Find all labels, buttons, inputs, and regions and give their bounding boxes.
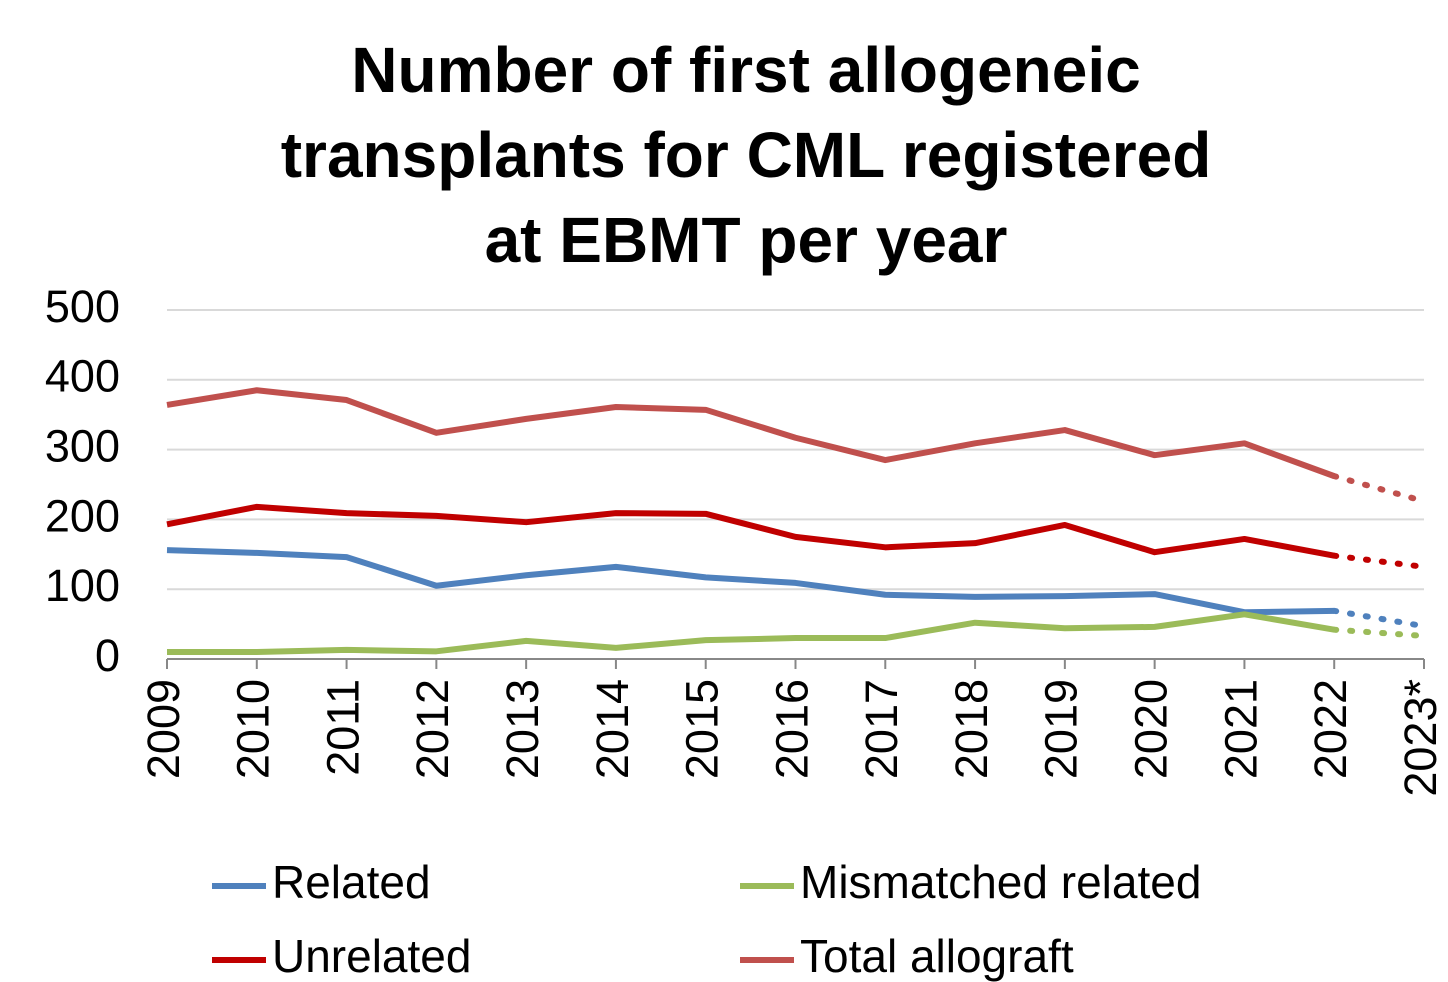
x-tick-label: 2014	[587, 679, 638, 779]
legend-label: Total allograft	[800, 930, 1074, 982]
chart-title: at EBMT per year	[485, 204, 1008, 276]
series-line	[1331, 473, 1427, 505]
y-tick-label: 0	[95, 630, 120, 681]
x-tick-label: 2013	[497, 679, 548, 779]
x-tick-label: 2011	[317, 679, 368, 776]
y-tick-label: 500	[45, 281, 120, 332]
legend-label: Mismatched related	[800, 856, 1201, 908]
series-line	[1331, 552, 1427, 570]
y-tick-label: 300	[45, 420, 120, 471]
y-tick-label: 100	[45, 560, 120, 611]
series-line	[167, 611, 1335, 656]
x-tick-label: 2010	[228, 679, 279, 779]
y-tick-label: 200	[45, 490, 120, 541]
y-tick-label: 400	[45, 351, 120, 402]
x-tick-label: 2022	[1305, 679, 1356, 779]
series-line	[1331, 626, 1427, 639]
x-tick-label: 2015	[677, 679, 728, 779]
chart-title: transplants for CML registered	[281, 119, 1212, 191]
series-line	[166, 503, 1335, 559]
x-tick-label: 2017	[856, 679, 907, 779]
series-line	[166, 387, 1336, 479]
series-line	[166, 547, 1335, 616]
series-line	[1331, 607, 1427, 630]
x-tick-label: 2023*	[1395, 679, 1446, 797]
legend-label: Unrelated	[272, 930, 471, 982]
x-tick-label: 2016	[766, 679, 817, 779]
x-tick-label: 2021	[1215, 679, 1266, 779]
x-tick-label: 2020	[1126, 679, 1177, 779]
chart-title: Number of first allogeneic	[351, 34, 1140, 106]
x-tick-label: 2018	[946, 679, 997, 779]
x-tick-label: 2012	[407, 679, 458, 779]
legend-label: Related	[272, 856, 431, 908]
x-tick-label: 2019	[1036, 679, 1087, 779]
x-tick-label: 2009	[138, 679, 189, 779]
